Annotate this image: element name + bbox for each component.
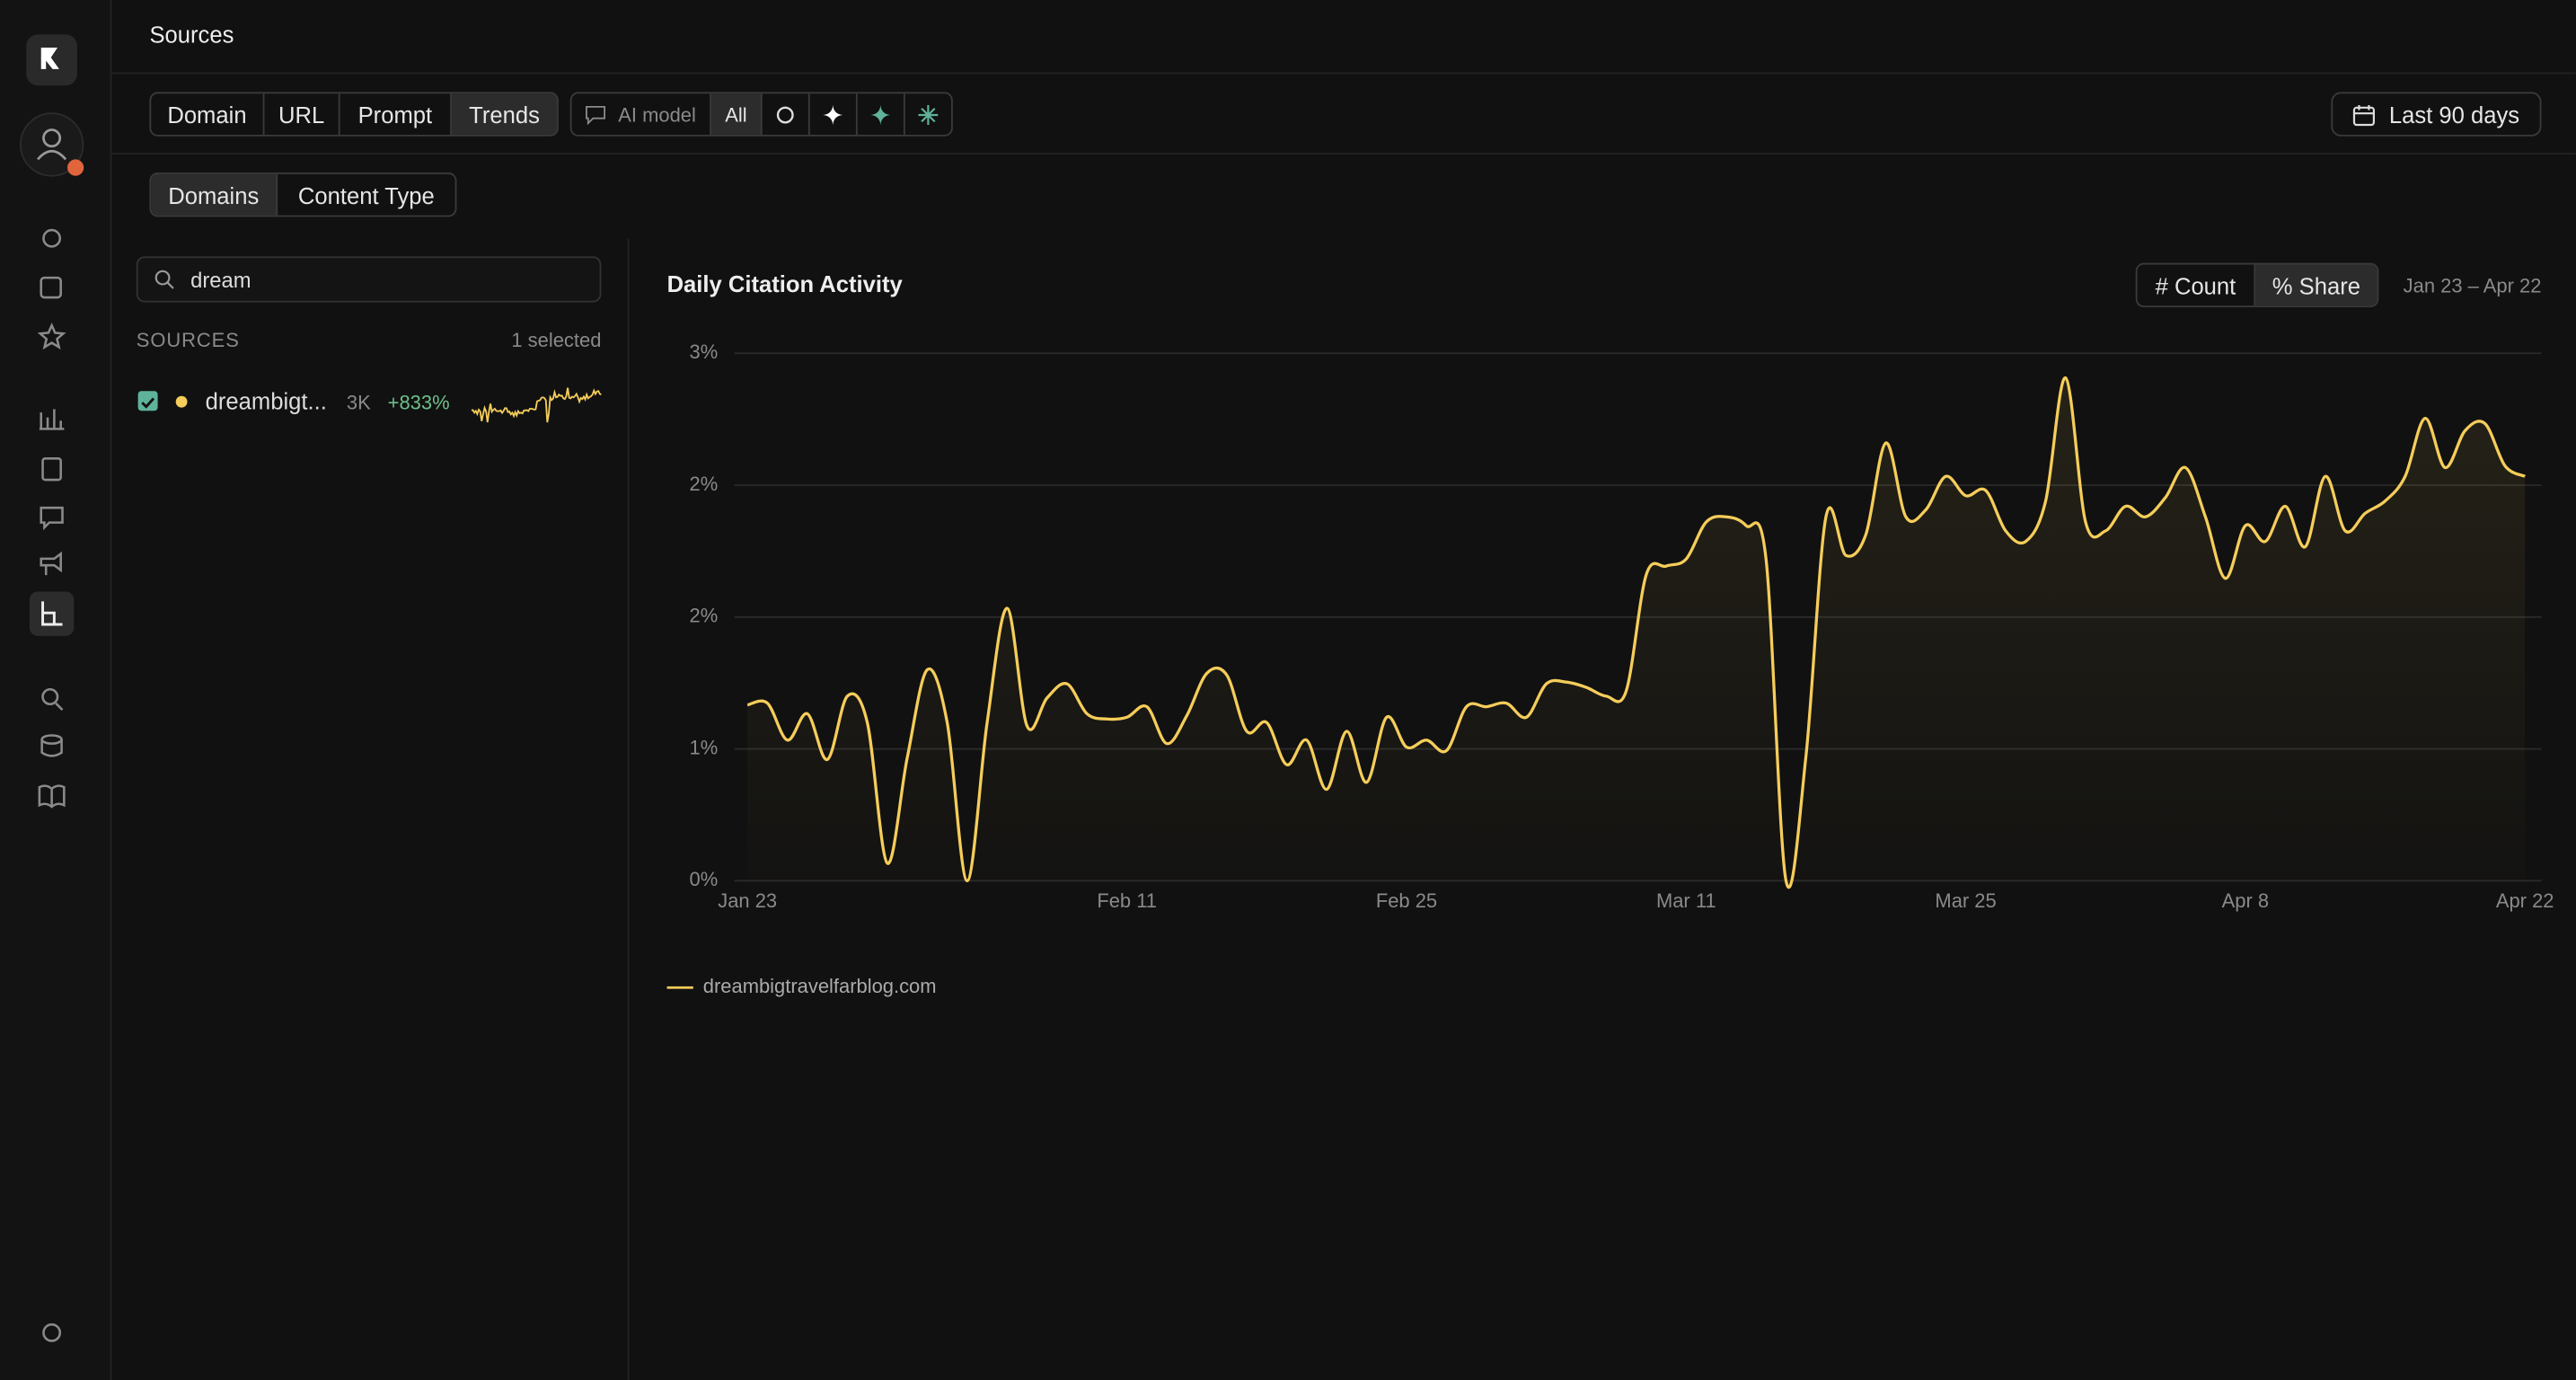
y-tick-label: 0% <box>690 868 719 890</box>
nav-icon[interactable] <box>41 687 59 706</box>
metric-toggle: # Count % Share <box>2135 262 2379 308</box>
source-name[interactable]: dreambigt... <box>205 387 327 414</box>
subtab[interactable]: Content Type <box>297 181 435 208</box>
sources-heading: SOURCES <box>136 328 240 352</box>
calendar-icon <box>2353 104 2376 126</box>
logo-mark <box>40 48 59 69</box>
nav-icon[interactable] <box>40 276 62 299</box>
check-icon <box>141 397 155 409</box>
nav-icon[interactable] <box>41 457 62 482</box>
header-title: Sources <box>149 21 234 49</box>
x-tick-label: Apr 8 <box>2222 889 2269 912</box>
model-icon <box>776 105 794 123</box>
subtab-group: Domains Content Type <box>149 172 457 217</box>
model-option[interactable] <box>858 93 905 135</box>
tab[interactable]: Trends <box>451 93 558 135</box>
nav-icon[interactable] <box>42 228 62 248</box>
checkbox[interactable] <box>137 391 158 411</box>
search-value: dream <box>190 268 251 293</box>
area <box>747 377 2526 888</box>
tab-group: Domain URL Prompt Trends <box>149 92 559 137</box>
selected-count: 1 selected <box>511 328 602 352</box>
ai-model-text: AI model <box>618 102 696 126</box>
x-tick-label: Feb 11 <box>1097 889 1157 912</box>
tab[interactable]: Prompt <box>340 93 452 135</box>
model-option[interactable]: All <box>710 93 763 135</box>
toggle[interactable]: % Share <box>2255 264 2378 306</box>
x-tick-label: Mar 11 <box>1656 889 1716 912</box>
nav-icon[interactable] <box>38 784 66 809</box>
chart-title: Daily Citation Activity <box>667 272 904 297</box>
x-tick-label: Apr 22 <box>2496 889 2554 912</box>
toggle[interactable]: # Count <box>2138 264 2256 306</box>
nav-icon <box>41 601 63 626</box>
x-tick-label: Jan 23 <box>718 889 777 912</box>
legend-label: dreambigtravelfarblog.com <box>703 975 937 997</box>
nav-icon[interactable] <box>39 409 65 430</box>
model-option[interactable] <box>763 93 810 135</box>
y-tick-label: 2% <box>690 605 719 627</box>
avatar-body <box>37 149 67 161</box>
x-tick-label: Mar 25 <box>1935 889 1996 912</box>
line <box>746 376 2526 889</box>
sidebar-icons <box>19 34 84 1342</box>
search-icon <box>154 270 174 289</box>
nav-icon[interactable] <box>37 322 66 350</box>
date-range: Last 90 days <box>2333 93 2539 135</box>
divider <box>110 153 2576 155</box>
tab[interactable]: URL <box>264 93 340 135</box>
badge <box>66 159 84 176</box>
avatar[interactable] <box>19 112 84 177</box>
y-tick-label: 3% <box>690 341 719 363</box>
avatar-head <box>42 128 62 148</box>
source-dot <box>175 395 188 408</box>
date-range-button[interactable]: Last 90 days <box>2331 92 2542 137</box>
subtab[interactable]: Domains <box>151 173 278 216</box>
model-icon <box>823 104 843 125</box>
tab[interactable]: Domain <box>151 93 265 135</box>
y-tick-label: 1% <box>690 736 719 758</box>
nav-icon[interactable] <box>40 506 64 531</box>
source-change: +833% <box>387 391 450 414</box>
model-icon <box>870 104 891 125</box>
panel-divider <box>627 238 630 1380</box>
date-range-text: Last 90 days <box>2388 101 2520 128</box>
sparkline <box>471 387 602 423</box>
chart-range: Jan 23 – Apr 22 <box>2403 274 2542 298</box>
source-count: 3K <box>346 391 371 414</box>
settings-icon[interactable] <box>42 1322 62 1342</box>
nav-icon[interactable] <box>40 551 62 576</box>
model-option[interactable] <box>905 93 951 135</box>
sidebar <box>0 0 112 1380</box>
x-tick-label: Feb 25 <box>1376 889 1437 912</box>
model-icon <box>586 105 606 125</box>
search-box[interactable]: dream <box>136 256 602 303</box>
model-option[interactable] <box>810 93 858 135</box>
model-icon <box>918 104 939 125</box>
y-tick-label: 2% <box>690 473 719 495</box>
ai-model-label: AI model <box>571 93 711 135</box>
divider <box>110 72 2576 75</box>
ai-model-group: AI model All <box>569 92 953 137</box>
